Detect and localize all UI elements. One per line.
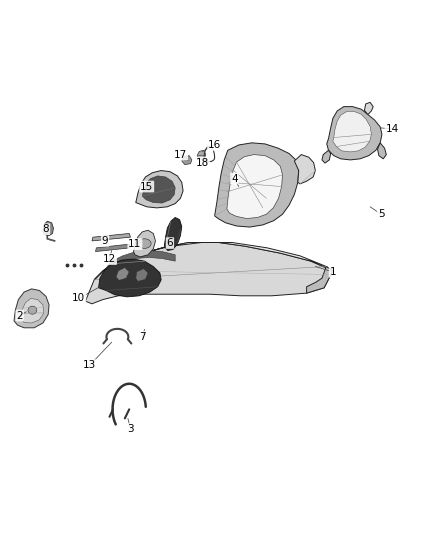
Text: 4: 4 — [231, 174, 238, 183]
Polygon shape — [322, 150, 331, 163]
Polygon shape — [94, 243, 333, 280]
Polygon shape — [182, 156, 192, 165]
Text: 1: 1 — [329, 267, 336, 277]
Text: 14: 14 — [385, 124, 399, 134]
Text: 13: 13 — [83, 360, 96, 370]
Polygon shape — [116, 268, 129, 280]
Polygon shape — [333, 111, 371, 152]
Polygon shape — [105, 251, 175, 273]
Polygon shape — [227, 155, 283, 219]
Text: 16: 16 — [208, 140, 221, 150]
Polygon shape — [95, 244, 131, 252]
Text: 11: 11 — [128, 239, 141, 249]
Polygon shape — [294, 155, 315, 184]
Polygon shape — [43, 221, 53, 236]
Ellipse shape — [138, 239, 151, 248]
Polygon shape — [92, 233, 131, 241]
Text: 6: 6 — [166, 238, 173, 248]
Text: 12: 12 — [103, 254, 116, 264]
Polygon shape — [136, 269, 148, 281]
Polygon shape — [134, 230, 155, 257]
Polygon shape — [307, 266, 333, 293]
Polygon shape — [85, 243, 333, 304]
Polygon shape — [364, 102, 373, 115]
Text: 9: 9 — [102, 236, 109, 246]
Text: 15: 15 — [140, 182, 153, 191]
Polygon shape — [164, 217, 182, 251]
Polygon shape — [14, 289, 49, 328]
Ellipse shape — [28, 306, 37, 314]
Polygon shape — [136, 171, 183, 208]
Text: 18: 18 — [196, 158, 209, 167]
Polygon shape — [142, 176, 175, 203]
Text: 2: 2 — [16, 311, 23, 320]
Polygon shape — [327, 107, 382, 160]
Text: 10: 10 — [72, 294, 85, 303]
Polygon shape — [215, 143, 299, 227]
Polygon shape — [378, 143, 386, 159]
Text: 7: 7 — [139, 332, 146, 342]
Text: 8: 8 — [42, 224, 49, 234]
Polygon shape — [99, 259, 161, 297]
Polygon shape — [21, 298, 44, 323]
Text: 5: 5 — [378, 209, 385, 219]
Text: 3: 3 — [127, 424, 134, 434]
Polygon shape — [197, 150, 206, 159]
Text: 17: 17 — [174, 150, 187, 159]
